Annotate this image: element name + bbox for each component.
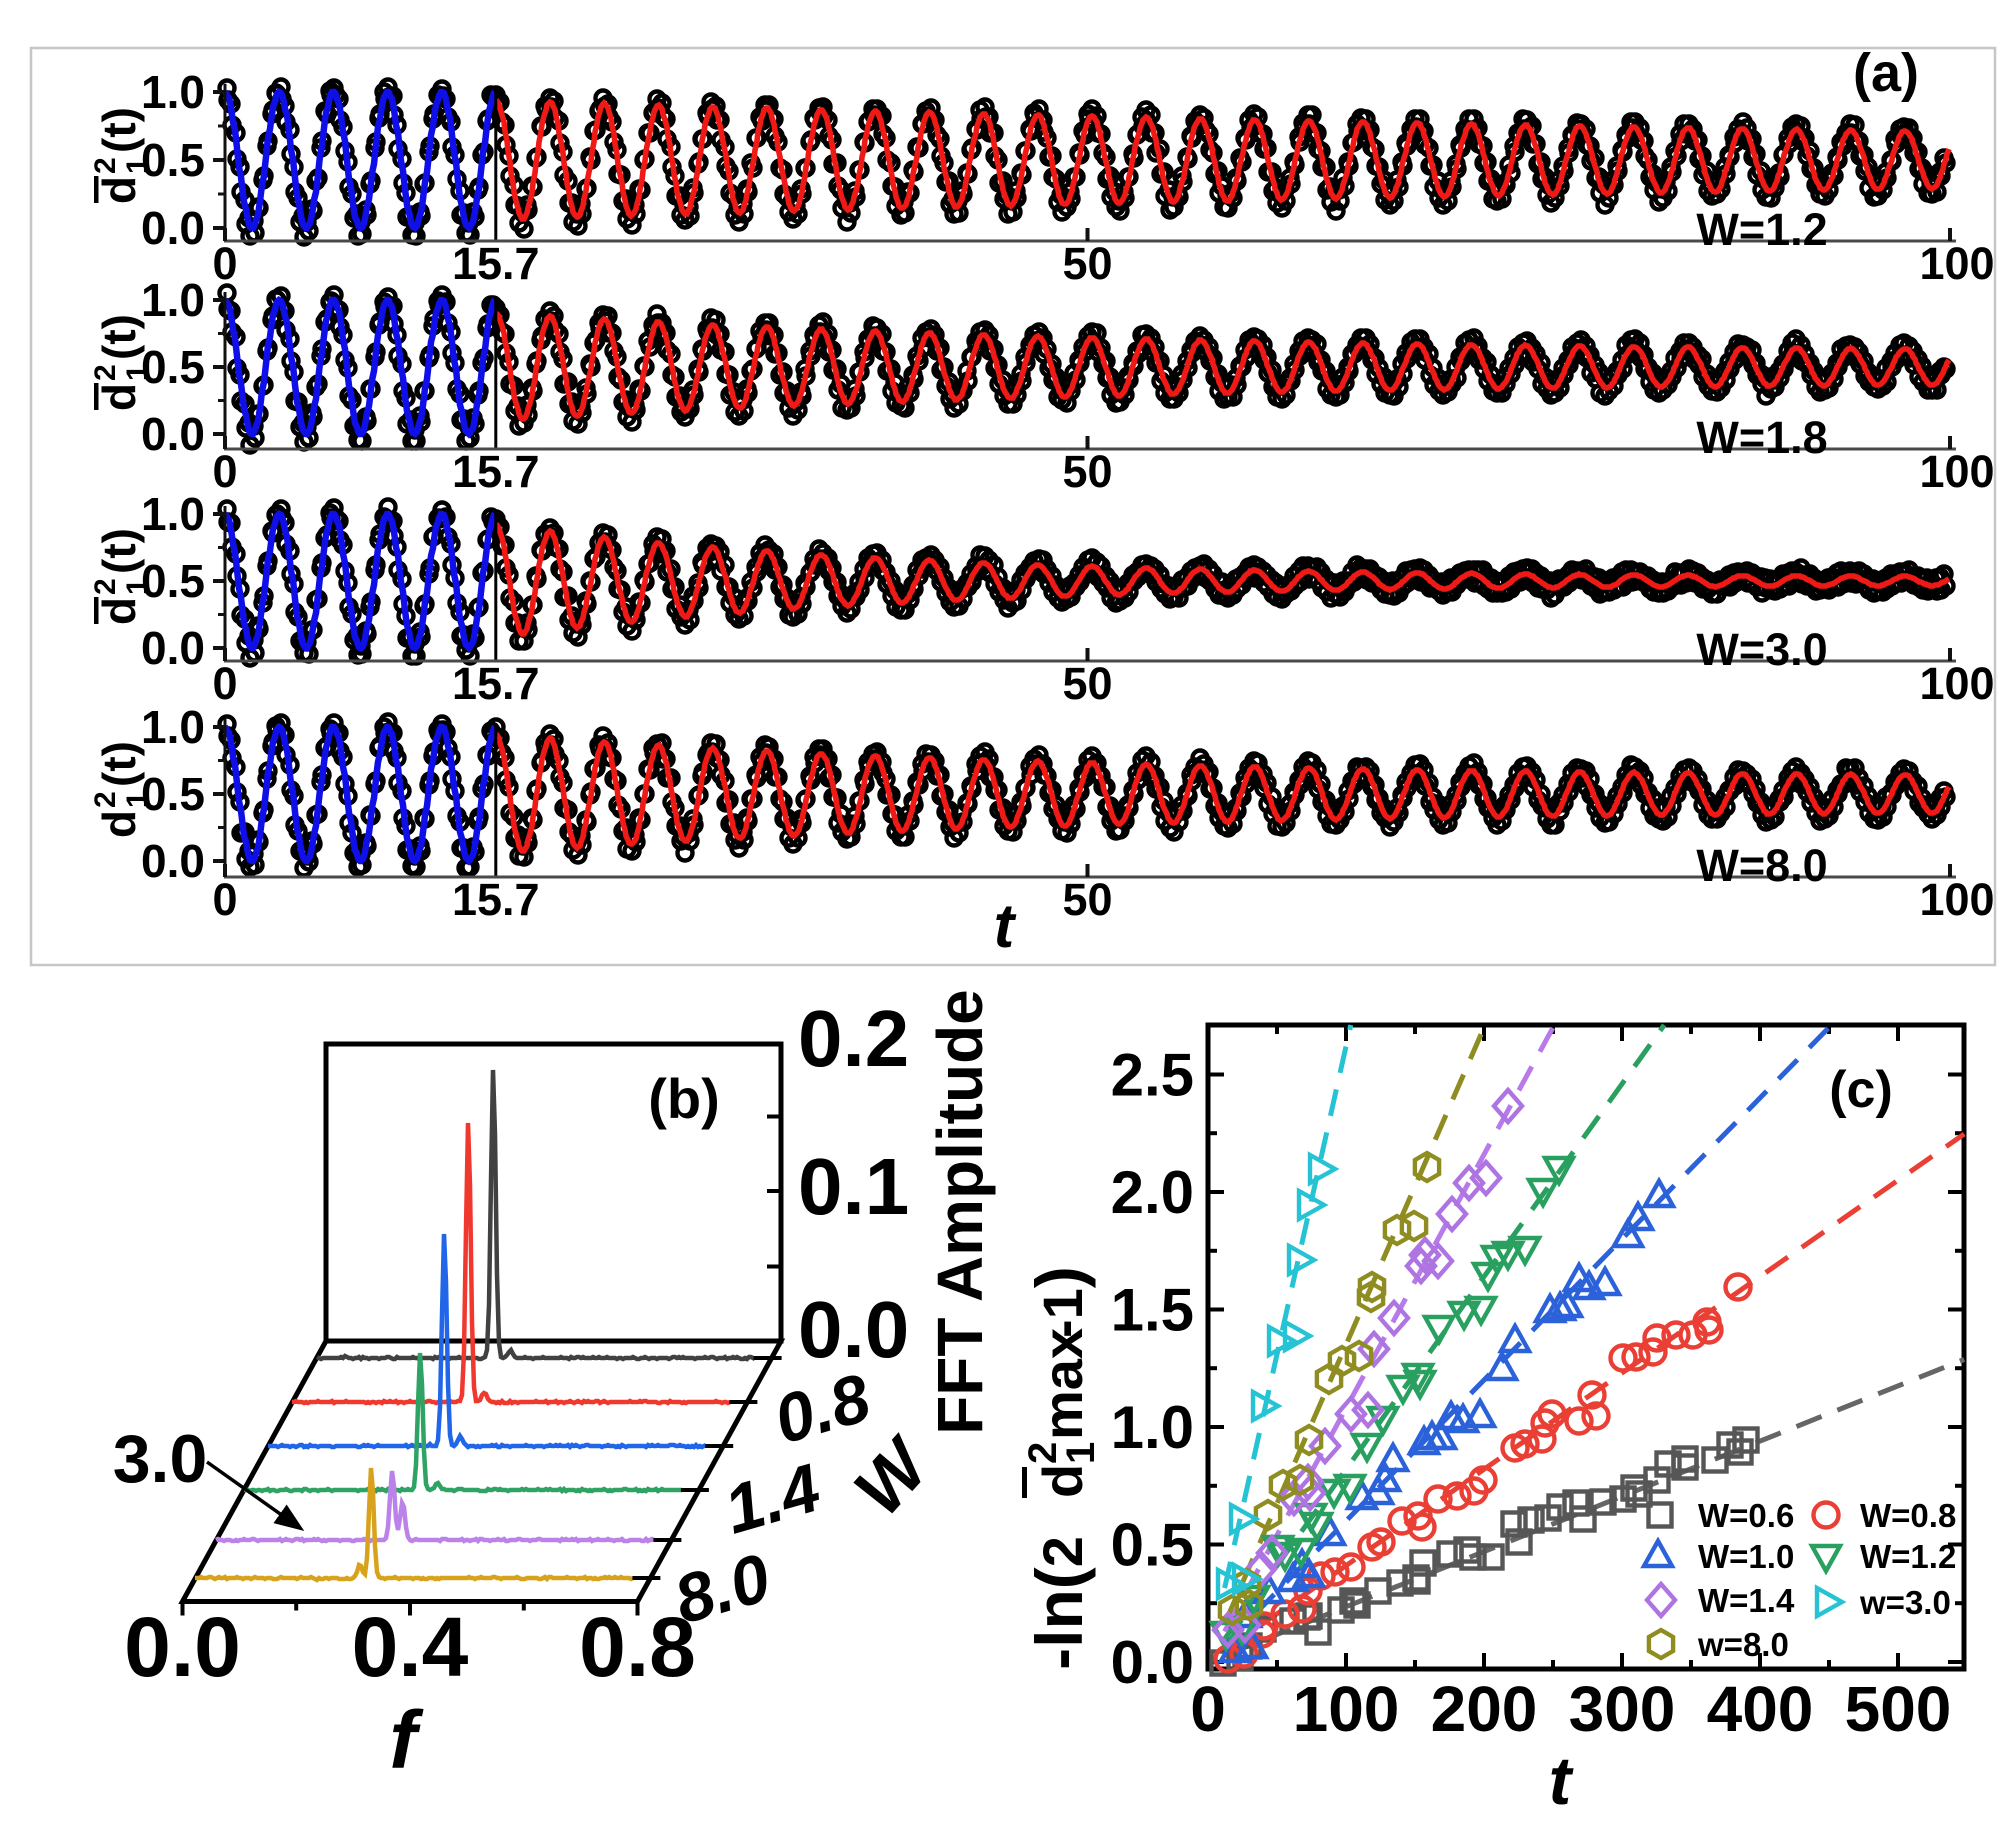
svg-text:400: 400: [1707, 1673, 1814, 1745]
svg-text:1: 1: [121, 578, 154, 595]
svg-text:t: t: [1549, 1743, 1574, 1819]
svg-text:2: 2: [89, 791, 122, 808]
svg-text:-ln(2: -ln(2: [1022, 1536, 1096, 1670]
svg-text:t: t: [994, 892, 1017, 961]
svg-text:100: 100: [1919, 446, 1994, 497]
svg-text:100: 100: [1919, 874, 1994, 925]
svg-text:max: max: [1031, 1328, 1094, 1440]
svg-text:(t): (t): [93, 107, 145, 153]
svg-text:100: 100: [1919, 238, 1994, 289]
svg-text:W=0.6: W=0.6: [1698, 1497, 1794, 1534]
svg-text:(t): (t): [93, 741, 145, 787]
svg-text:0.5: 0.5: [141, 134, 205, 186]
svg-text:1: 1: [121, 791, 154, 808]
svg-text:0.4: 0.4: [352, 1600, 469, 1694]
svg-text:50: 50: [1062, 658, 1112, 709]
svg-text:0: 0: [212, 658, 237, 709]
svg-text:d: d: [93, 810, 145, 838]
svg-text:200: 200: [1431, 1673, 1538, 1745]
svg-text:W=1.0: W=1.0: [1698, 1538, 1794, 1575]
svg-text:15.7: 15.7: [452, 874, 540, 925]
svg-text:(c): (c): [1829, 1061, 1893, 1119]
svg-text:1: 1: [121, 364, 154, 381]
svg-text:1: 1: [1059, 1442, 1103, 1464]
svg-text:d: d: [93, 383, 145, 411]
svg-text:-1): -1): [1022, 1266, 1096, 1338]
svg-text:(t): (t): [93, 314, 145, 360]
svg-text:2.5: 2.5: [1111, 1042, 1194, 1109]
svg-text:2: 2: [89, 157, 122, 174]
svg-text:15.7: 15.7: [452, 238, 540, 289]
svg-text:2: 2: [89, 364, 122, 381]
svg-text:0.0: 0.0: [1111, 1629, 1194, 1696]
svg-text:1.0: 1.0: [141, 66, 205, 118]
svg-text:0.1: 0.1: [798, 1142, 909, 1231]
svg-text:0.0: 0.0: [141, 835, 205, 887]
svg-text:0.2: 0.2: [798, 994, 909, 1083]
svg-text:FFT Amplitude: FFT Amplitude: [924, 989, 996, 1435]
svg-text:d: d: [93, 597, 145, 625]
svg-text:0.5: 0.5: [141, 555, 205, 607]
svg-text:(b): (b): [648, 1067, 720, 1130]
svg-text:W=1.2: W=1.2: [1860, 1538, 1956, 1575]
svg-text:w=3.0: w=3.0: [1859, 1584, 1951, 1621]
svg-text:w=8.0: w=8.0: [1697, 1626, 1789, 1663]
svg-text:W=1.4: W=1.4: [1698, 1582, 1795, 1619]
svg-text:50: 50: [1062, 446, 1112, 497]
svg-text:0: 0: [212, 446, 237, 497]
svg-text:1: 1: [121, 157, 154, 174]
svg-text:15.7: 15.7: [452, 446, 540, 497]
svg-text:0.5: 0.5: [141, 768, 205, 820]
svg-text:2.0: 2.0: [1111, 1159, 1194, 1226]
svg-text:W=1.2: W=1.2: [1696, 204, 1827, 255]
svg-text:500: 500: [1845, 1673, 1952, 1745]
svg-text:W=3.0: W=3.0: [1696, 624, 1827, 675]
svg-text:W=1.8: W=1.8: [1696, 412, 1827, 463]
svg-text:100: 100: [1919, 658, 1994, 709]
svg-text:0: 0: [1190, 1673, 1226, 1745]
svg-text:0: 0: [212, 874, 237, 925]
svg-text:0.0: 0.0: [798, 1285, 909, 1374]
svg-text:W=8.0: W=8.0: [1696, 840, 1827, 891]
svg-text:1.0: 1.0: [141, 488, 205, 540]
svg-text:0: 0: [212, 238, 237, 289]
svg-text:15.7: 15.7: [452, 658, 540, 709]
svg-text:1.0: 1.0: [141, 274, 205, 326]
svg-text:0.8: 0.8: [579, 1600, 696, 1694]
svg-text:0.0: 0.0: [141, 622, 205, 674]
svg-text:0.5: 0.5: [141, 341, 205, 393]
svg-text:0.5: 0.5: [1111, 1512, 1194, 1579]
svg-text:d: d: [93, 176, 145, 204]
svg-text:1.5: 1.5: [1111, 1277, 1194, 1344]
svg-text:0.0: 0.0: [124, 1600, 241, 1694]
svg-text:300: 300: [1569, 1673, 1676, 1745]
svg-text:W=0.8: W=0.8: [1860, 1497, 1956, 1534]
svg-text:2: 2: [89, 578, 122, 595]
svg-text:2: 2: [1021, 1442, 1065, 1464]
svg-text:0.0: 0.0: [141, 408, 205, 460]
svg-text:(a): (a): [1853, 43, 1919, 103]
svg-text:(t): (t): [93, 528, 145, 574]
svg-text:1.0: 1.0: [141, 701, 205, 753]
svg-text:d: d: [1031, 1464, 1094, 1498]
svg-text:100: 100: [1293, 1673, 1400, 1745]
svg-text:3.0: 3.0: [113, 1421, 208, 1497]
svg-text:1.0: 1.0: [1111, 1394, 1194, 1461]
svg-text:0.0: 0.0: [141, 202, 205, 254]
svg-text:50: 50: [1062, 874, 1112, 925]
svg-text:50: 50: [1062, 238, 1112, 289]
